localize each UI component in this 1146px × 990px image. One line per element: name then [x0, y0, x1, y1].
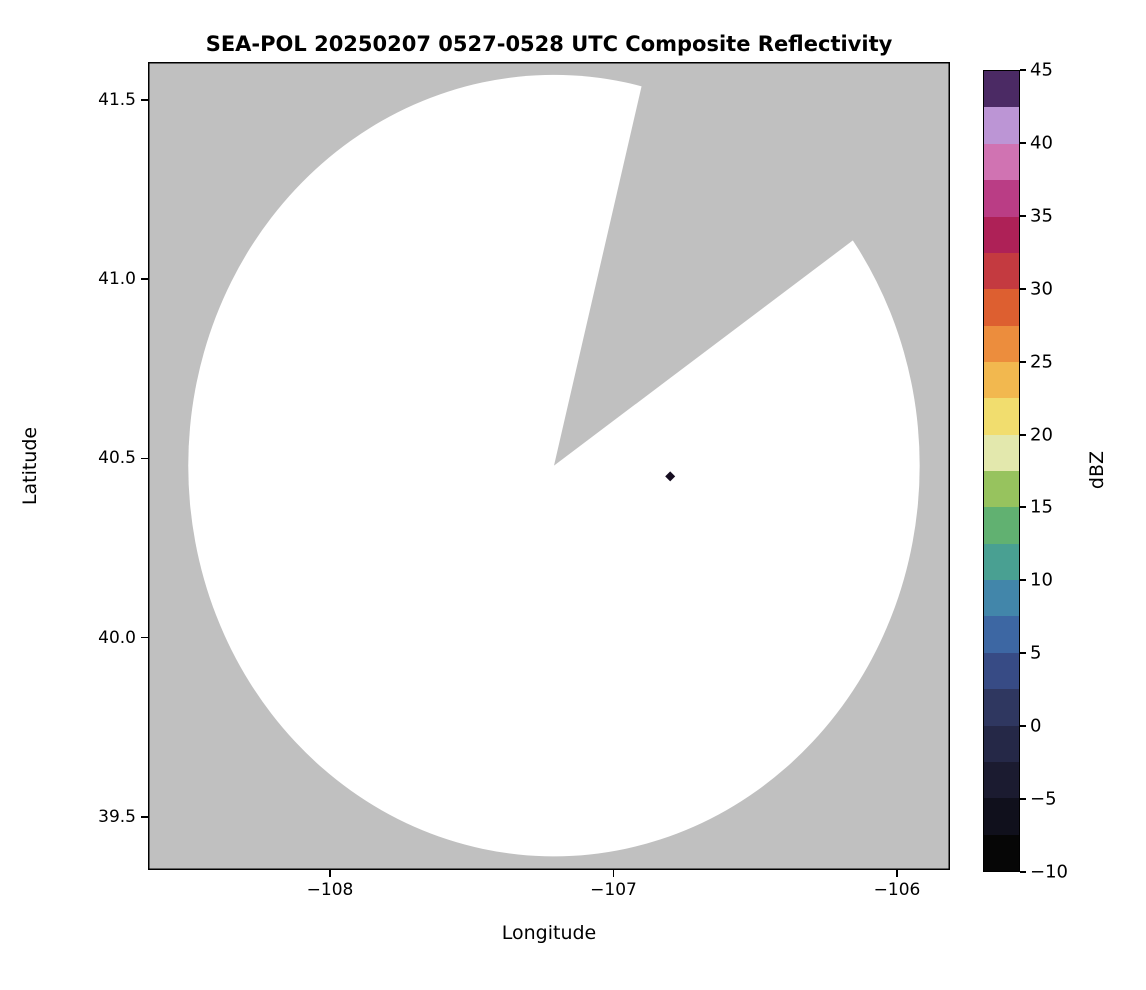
- colorbar-tick-label: 30: [1030, 278, 1053, 300]
- colorbar-segment: [984, 216, 1019, 253]
- colorbar-tick-label: 45: [1030, 59, 1053, 81]
- colorbar-segment: [984, 652, 1019, 690]
- colorbar: [983, 70, 1020, 872]
- y-tick-mark: [141, 278, 148, 280]
- x-tick-label: −107: [590, 880, 637, 900]
- y-tick-label: 41.5: [98, 89, 136, 110]
- colorbar-tick-mark: [1020, 579, 1026, 582]
- radar-echo-marker: [665, 471, 676, 482]
- colorbar-segment: [984, 580, 1019, 617]
- colorbar-tick-mark: [1020, 69, 1026, 71]
- y-tick-mark: [141, 457, 148, 460]
- colorbar-tick-mark: [1020, 798, 1026, 801]
- colorbar-segment: [984, 71, 1019, 108]
- colorbar-tick-mark: [1020, 287, 1026, 290]
- colorbar-segment: [984, 180, 1019, 217]
- x-tick-mark: [896, 870, 898, 877]
- colorbar-segment: [984, 471, 1019, 508]
- colorbar-label: dBZ: [1086, 450, 1108, 490]
- radar-plot-svg: [148, 62, 950, 870]
- plot-frame: [148, 62, 950, 870]
- missing-sector-wedge: [554, 62, 950, 466]
- colorbar-segment: [984, 507, 1019, 544]
- plot-area: [148, 62, 950, 870]
- colorbar-segment: [984, 289, 1019, 326]
- colorbar-tick-label: 0: [1030, 715, 1042, 737]
- colorbar-segment: [984, 252, 1019, 290]
- colorbar-tick-mark: [1020, 433, 1026, 436]
- colorbar-segment: [984, 834, 1019, 871]
- colorbar-segment: [984, 325, 1019, 362]
- colorbar-tick-mark: [1020, 871, 1026, 873]
- colorbar-segment: [984, 543, 1019, 581]
- colorbar-tick-label: 5: [1030, 642, 1042, 664]
- colorbar-tick-label: 20: [1030, 424, 1053, 446]
- colorbar-segment: [984, 689, 1019, 726]
- colorbar-tick-label: −5: [1030, 788, 1057, 810]
- colorbar-segment: [984, 398, 1019, 435]
- colorbar-tick-mark: [1020, 360, 1026, 363]
- colorbar-tick-label: −10: [1030, 861, 1068, 883]
- colorbar-tick-mark: [1020, 506, 1026, 509]
- colorbar-tick-mark: [1020, 141, 1026, 144]
- chart-title: SEA-POL 20250207 0527-0528 UTC Composite…: [205, 32, 893, 56]
- colorbar-tick-label: 40: [1030, 132, 1053, 154]
- colorbar-segment: [984, 798, 1019, 835]
- colorbar-segment: [984, 616, 1019, 653]
- x-tick-label: −108: [306, 880, 354, 900]
- colorbar-tick-label: 35: [1030, 205, 1053, 227]
- colorbar-segment: [984, 107, 1019, 144]
- y-axis-label: Latitude: [19, 426, 41, 506]
- y-tick-mark: [141, 636, 148, 639]
- x-tick-label: −106: [873, 880, 921, 900]
- colorbar-tick-mark: [1020, 725, 1026, 728]
- colorbar-segment: [984, 143, 1019, 181]
- colorbar-tick-label: 15: [1030, 496, 1053, 518]
- y-tick-label: 39.5: [98, 806, 136, 827]
- x-tick-mark: [612, 870, 615, 877]
- colorbar-segment: [984, 725, 1019, 762]
- colorbar-segment: [984, 761, 1019, 799]
- y-tick-mark: [141, 816, 148, 818]
- colorbar-tick-label: 10: [1030, 569, 1053, 591]
- y-tick-label: 40.0: [98, 627, 136, 648]
- x-tick-mark: [329, 870, 331, 877]
- y-tick-label: 40.5: [98, 448, 136, 469]
- x-axis-label: Longitude: [501, 922, 597, 944]
- colorbar-segment: [984, 434, 1019, 472]
- colorbar-tick-label: 25: [1030, 351, 1053, 373]
- colorbar-segment: [984, 361, 1019, 399]
- y-tick-mark: [141, 99, 148, 101]
- y-tick-label: 41.0: [98, 269, 136, 290]
- colorbar-tick-mark: [1020, 652, 1026, 655]
- colorbar-tick-mark: [1020, 214, 1026, 217]
